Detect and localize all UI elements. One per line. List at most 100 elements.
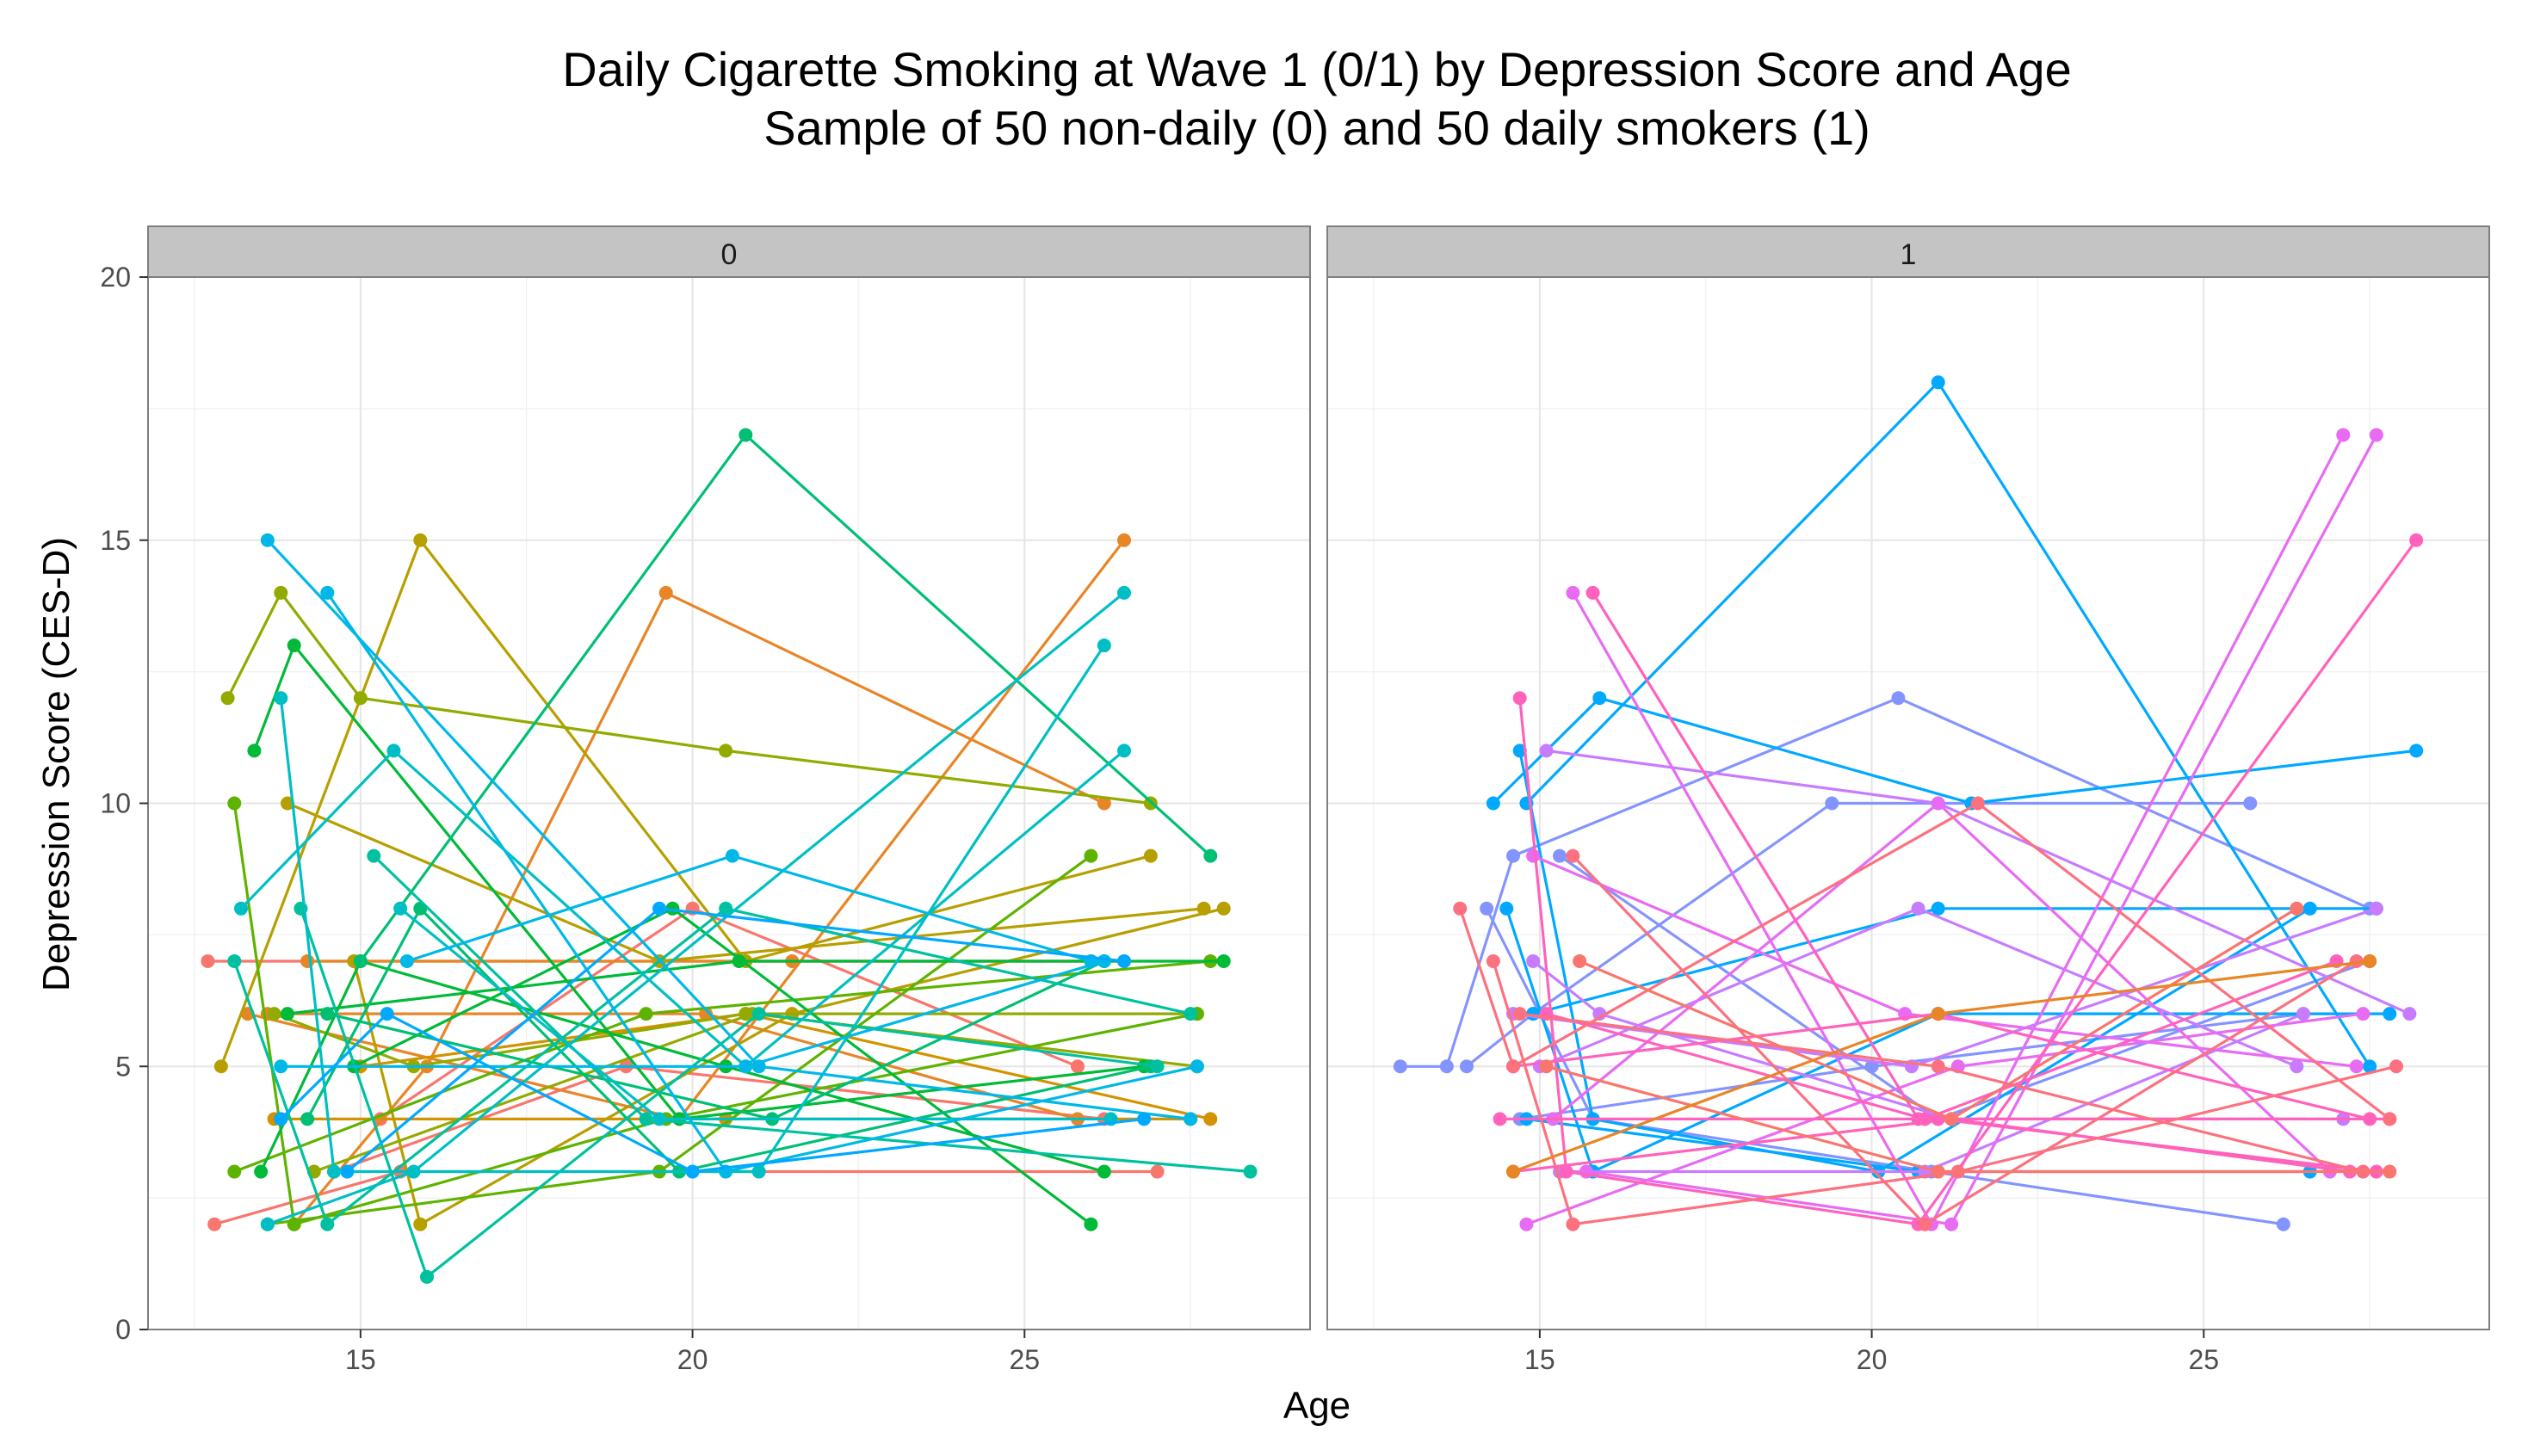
- data-point: [2383, 1112, 2397, 1126]
- data-point: [2369, 428, 2383, 442]
- chart-title: Daily Cigarette Smoking at Wave 1 (0/1) …: [562, 42, 2071, 96]
- series-line: [299, 908, 1158, 1279]
- data-point: [751, 1007, 766, 1021]
- data-point: [1216, 901, 1231, 916]
- data-point: [1931, 901, 1945, 916]
- data-point: [1891, 691, 1906, 706]
- facet-strip-label: 1: [1901, 238, 1917, 271]
- data-point: [1512, 691, 1527, 706]
- y-tick-label: 5: [115, 1051, 131, 1082]
- data-point: [1592, 1007, 1607, 1021]
- data-point: [1566, 1217, 1580, 1231]
- x-tick-label: 25: [1009, 1344, 1040, 1375]
- data-point: [665, 901, 680, 916]
- data-point: [1506, 848, 1520, 863]
- facet-panel-1: 1 15 20 25: [1326, 225, 2490, 1375]
- panel-border: [1326, 276, 2490, 1330]
- data-point: [327, 1164, 341, 1179]
- data-point: [2402, 1007, 2417, 1021]
- data-point: [234, 901, 248, 916]
- data-point: [227, 796, 242, 811]
- data-point: [227, 953, 242, 968]
- data-point: [413, 533, 428, 547]
- series-line: [280, 1012, 1145, 1174]
- data-point: [1566, 585, 1580, 600]
- series-line: [279, 645, 1106, 1174]
- data-point: [1097, 796, 1111, 811]
- series-line: [1466, 801, 2251, 1068]
- data-point: [1931, 796, 1945, 811]
- data-point: [1137, 1112, 1152, 1126]
- data-point: [1117, 953, 1131, 968]
- y-tick-label: 20: [100, 262, 131, 293]
- data-point: [353, 953, 368, 968]
- x-axis-title: Age: [1283, 1385, 1351, 1427]
- data-point: [399, 953, 414, 968]
- x-tick-label: 15: [345, 1344, 376, 1375]
- data-point: [393, 901, 408, 916]
- data-point: [2363, 953, 2377, 968]
- data-point: [420, 1269, 434, 1284]
- series-line: [1518, 539, 2418, 1226]
- data-point: [719, 901, 733, 916]
- data-point: [1203, 1112, 1218, 1126]
- series-line: [293, 591, 1105, 1225]
- data-point: [1526, 953, 1541, 968]
- data-point: [274, 1112, 288, 1126]
- data-point: [751, 1164, 766, 1179]
- data-point: [2409, 533, 2424, 547]
- data-point: [2363, 1059, 2377, 1074]
- data-point: [1573, 953, 1587, 968]
- data-point: [2356, 1007, 2370, 1021]
- data-point: [2290, 1059, 2304, 1074]
- data-point: [274, 1059, 288, 1074]
- y-tick-label: 15: [100, 525, 131, 556]
- data-point: [1585, 585, 1600, 600]
- data-point: [1097, 1164, 1111, 1179]
- data-point: [2349, 1059, 2364, 1074]
- data-point: [2296, 1007, 2310, 1021]
- data-point: [386, 743, 401, 758]
- data-point: [1506, 1164, 1520, 1179]
- y-axis-title: Depression Score (CES-D): [35, 537, 77, 991]
- data-point: [2369, 901, 2383, 916]
- data-point: [413, 1217, 428, 1231]
- x-tick-label: 20: [677, 1344, 708, 1375]
- data-point: [260, 1217, 275, 1231]
- facet-panels: 0 15 20 25 0 5 10 15 20 1 15 20 25: [100, 225, 2490, 1375]
- data-point: [1559, 1164, 1573, 1179]
- data-point: [1184, 1112, 1198, 1126]
- data-point: [1512, 1007, 1527, 1021]
- data-point: [300, 1112, 315, 1126]
- series-line: [1458, 801, 2391, 1120]
- data-point: [367, 848, 381, 863]
- data-point: [1931, 375, 1945, 390]
- data-point: [1918, 1217, 1932, 1231]
- data-point: [227, 1164, 242, 1179]
- data-point: [1453, 901, 1468, 916]
- facet-strip: [1326, 225, 2490, 278]
- data-point: [658, 585, 673, 600]
- data-point: [639, 1007, 653, 1021]
- x-tick-label: 20: [1857, 1344, 1888, 1375]
- data-point: [739, 428, 753, 442]
- data-point: [1480, 901, 1494, 916]
- facet-panel-0: 0 15 20 25 0 5 10 15 20: [100, 225, 1311, 1375]
- data-point: [1117, 533, 1131, 547]
- data-point: [699, 1007, 713, 1021]
- y-tick-label: 0: [115, 1314, 131, 1345]
- data-point: [1499, 901, 1514, 916]
- data-point: [1439, 1059, 1454, 1074]
- series-line: [1492, 960, 2397, 1226]
- data-point: [1931, 1007, 1945, 1021]
- data-point: [639, 1112, 653, 1126]
- data-point: [213, 1059, 228, 1074]
- data-point: [1944, 1217, 1959, 1231]
- data-point: [1526, 848, 1541, 863]
- data-point: [320, 1007, 335, 1021]
- data-point: [1539, 1059, 1554, 1074]
- data-point: [1971, 796, 1985, 811]
- data-point: [1911, 901, 1925, 916]
